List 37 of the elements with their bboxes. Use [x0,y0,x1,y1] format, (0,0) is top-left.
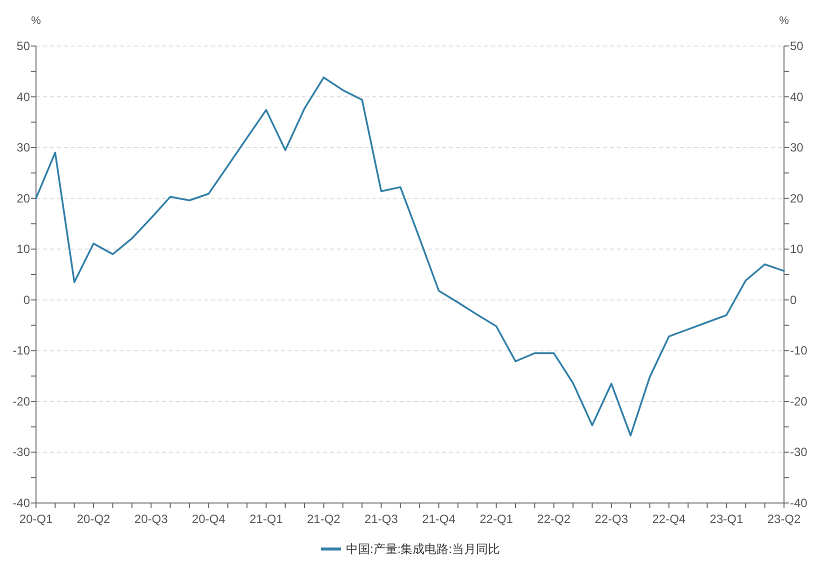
y2-tick-label: 0 [790,292,797,307]
y2-tick-label: 10 [790,242,804,256]
x-tick-label: 21-Q2 [307,512,341,526]
x-tick-label: 23-Q2 [767,512,801,526]
x-tick-label: 22-Q3 [594,512,628,526]
y2-tick-label: -40 [790,496,808,510]
y2-tick-label: -30 [790,445,808,460]
y-tick-label: 30 [16,140,30,155]
y2-tick-label: 30 [790,140,804,155]
y-tick-label: -30 [12,445,30,460]
y2-axis-title: % [779,15,790,27]
y2-tick-label: -20 [790,394,808,408]
y-tick-label: 0 [23,292,30,307]
y2-tick-label: 50 [790,39,804,53]
y-tick-label: 20 [16,191,30,206]
x-tick-label: 22-Q2 [537,512,571,526]
x-tick-label: 20-Q1 [19,512,53,526]
x-tick-label: 22-Q4 [652,512,686,526]
x-tick-label: 20-Q2 [76,512,111,526]
y-tick-label: -40 [12,496,30,510]
x-tick-label: 20-Q4 [192,512,226,526]
y-tick-label: 50 [16,39,30,53]
y2-tick-label: 40 [790,90,804,104]
x-tick-label: 22-Q1 [480,512,514,526]
x-tick-label: 21-Q4 [422,512,456,526]
x-tick-label: 20-Q3 [134,512,168,526]
y-tick-label: -10 [12,344,30,358]
y2-tick-label: -10 [790,344,808,358]
x-tick-label: 21-Q3 [364,512,398,526]
y-tick-label: -20 [12,394,30,408]
x-tick-label: 23-Q1 [710,512,744,526]
y2-tick-label: 20 [790,191,804,206]
x-tick-label: 21-Q1 [249,512,284,526]
y-tick-label: 10 [16,242,30,256]
y-tick-label: 40 [16,90,30,104]
legend: 中国:产量:集成电路:当月同比 [321,542,500,556]
y-axis-title: % [31,15,42,27]
